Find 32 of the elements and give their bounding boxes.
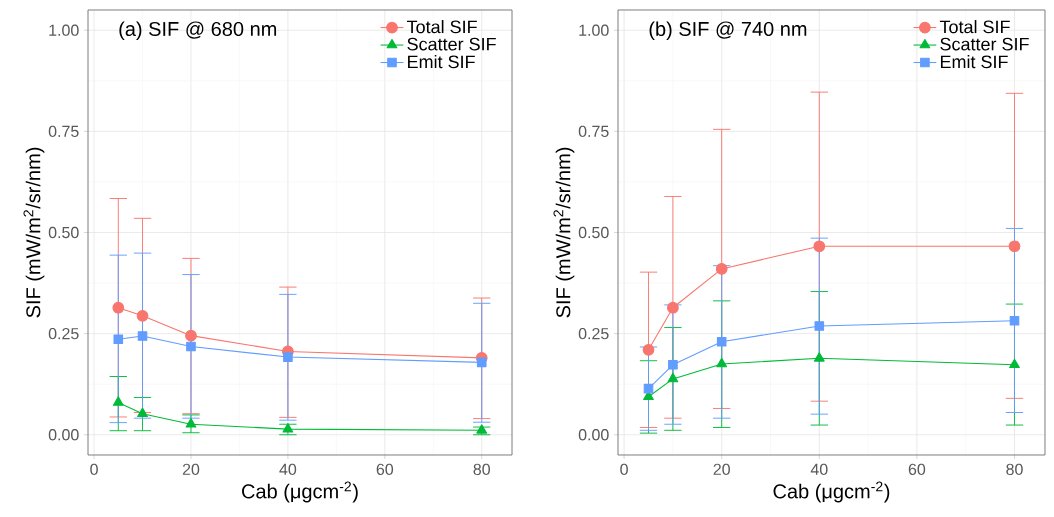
legend-label: Emit SIF xyxy=(408,54,475,69)
y-tick-label: 0.75 xyxy=(48,125,79,138)
x-tick-label: 0 xyxy=(620,463,628,476)
legend-label: Total SIF xyxy=(406,20,477,34)
x-tick-label: 60 xyxy=(908,463,926,476)
y-axis-title: SIF (mW/m$^{2}$/sr/nm) xyxy=(23,147,45,318)
x-axis-title: Cab (μgcm$^{-2}$) xyxy=(242,481,358,503)
y-tick-label: 0.50 xyxy=(48,226,79,239)
x-tick-label: 40 xyxy=(810,463,828,476)
y-tick-label: 0.25 xyxy=(578,327,609,340)
y-tick-label: 0.75 xyxy=(578,125,609,138)
x-axis-title: Cab (μgcm$^{-2}$) xyxy=(773,481,890,503)
x-tick-label: 0 xyxy=(90,463,98,476)
x-tick-label: 80 xyxy=(1006,463,1023,476)
legend-label: Scatter SIF xyxy=(940,37,1029,51)
y-tick-label: 0.50 xyxy=(578,226,609,239)
y-tick-label: 1.00 xyxy=(49,24,79,36)
y-tick-label: 0.00 xyxy=(48,429,79,441)
legend-label: Scatter SIF xyxy=(407,37,496,51)
y-tick-label: 0.00 xyxy=(578,429,609,441)
legend-label: Total SIF xyxy=(939,20,1010,34)
text: (b) SIF @ 740 nm xyxy=(649,21,807,41)
legend-label: Emit SIF xyxy=(940,54,1008,69)
text: (a) SIF @ 680 nm xyxy=(119,21,277,41)
y-axis-title: SIF (mW/m$^{2}$/sr/nm) xyxy=(553,147,575,318)
x-tick-label: 40 xyxy=(279,463,297,476)
x-tick-label: 80 xyxy=(473,463,490,476)
x-tick-label: 20 xyxy=(182,463,200,476)
y-tick-label: 1.00 xyxy=(579,24,609,36)
x-tick-label: 20 xyxy=(713,463,730,476)
x-tick-label: 60 xyxy=(376,463,394,476)
y-tick-label: 0.25 xyxy=(48,327,79,340)
